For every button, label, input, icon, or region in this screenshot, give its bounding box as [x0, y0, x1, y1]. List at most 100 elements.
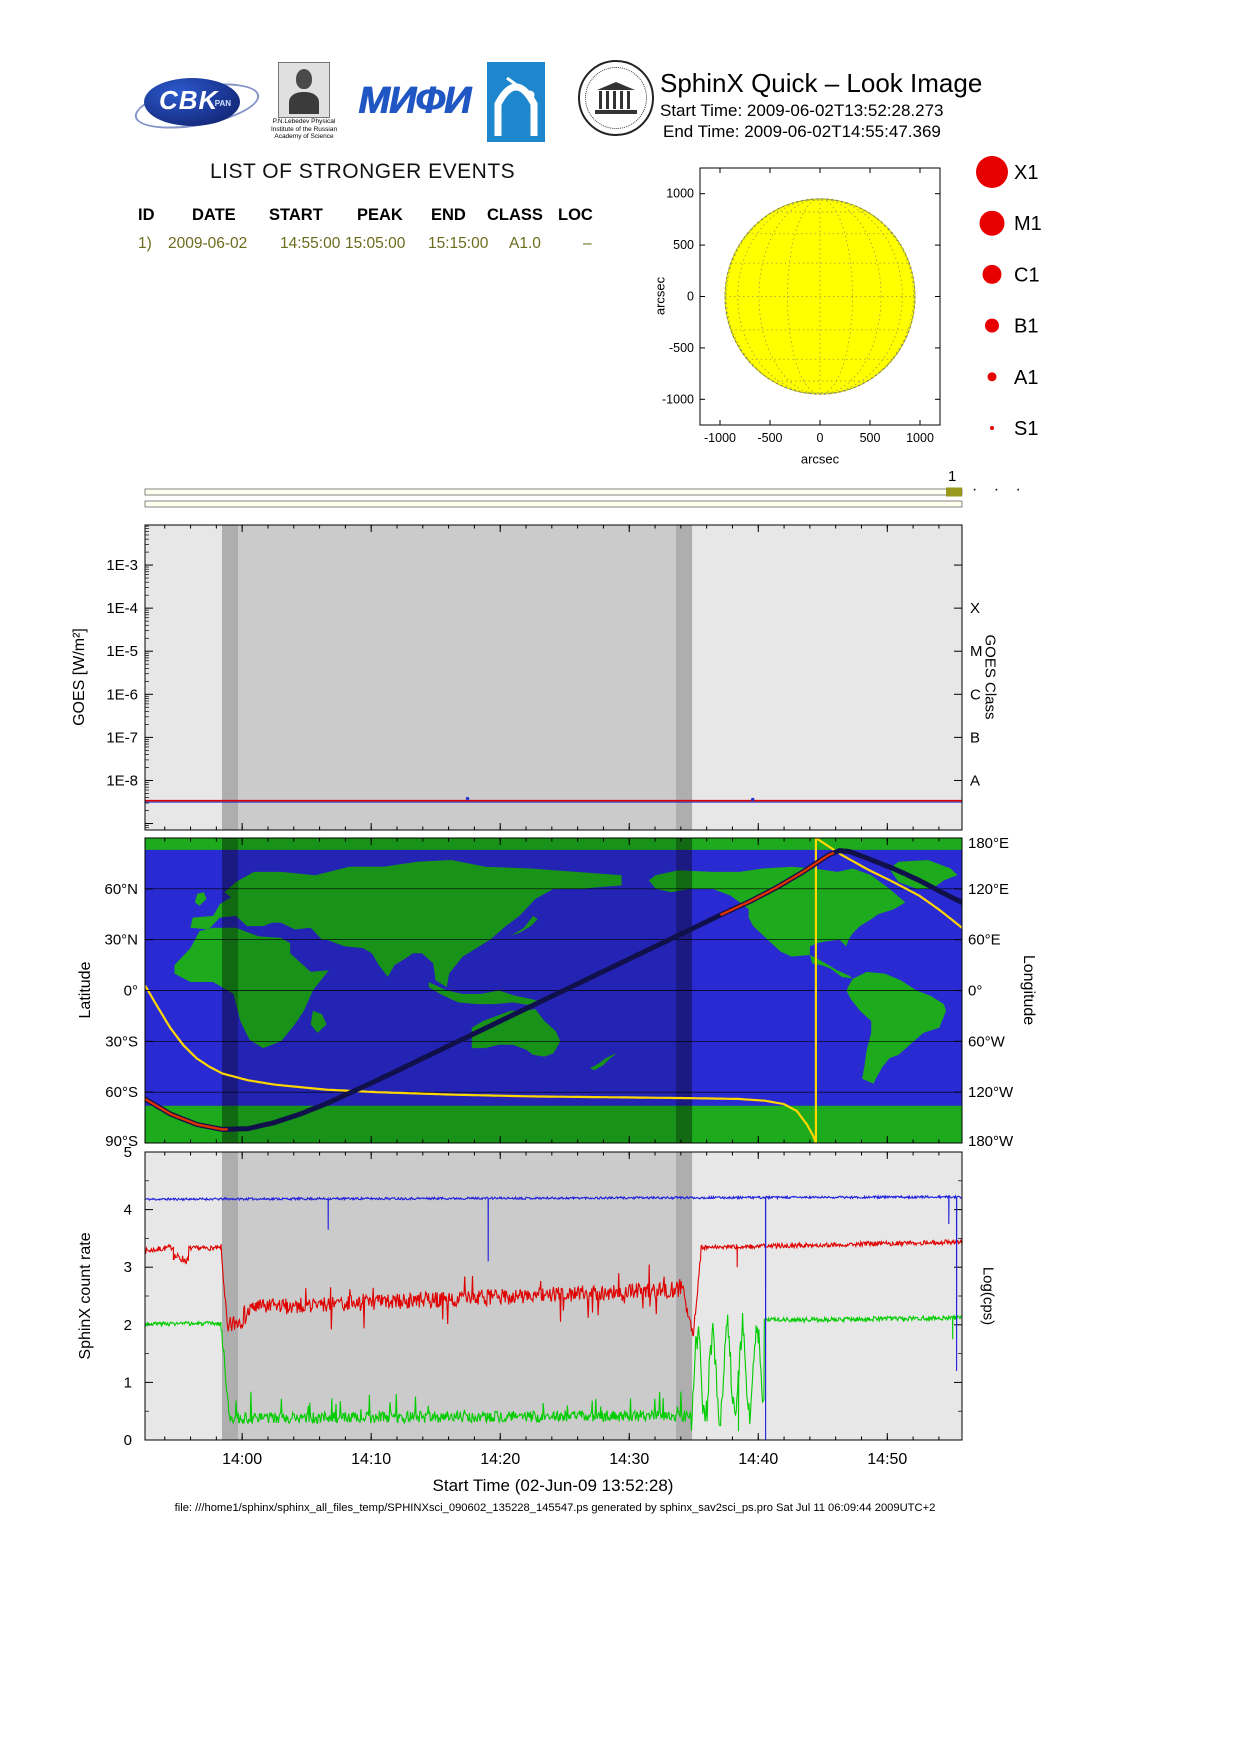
tick-label: 14:30	[609, 1451, 649, 1468]
end-time-text: End Time: 2009-06-02T14:55:47.369	[663, 122, 941, 141]
solar-disk-plot: -1000 -500 0 500 1000 -1000 -500 0 500 1000	[662, 167, 941, 445]
sun-x-axis-label: arcsec	[800, 451, 840, 467]
tick-label: 0	[687, 290, 694, 304]
tick-label: -1000	[704, 431, 736, 445]
arch-comet-icon	[494, 76, 538, 136]
continent-arctic-band	[145, 838, 962, 850]
timeline-ellipsis: · · ·	[972, 481, 1027, 498]
continent-british-isles	[194, 892, 207, 906]
map-content	[145, 838, 962, 1143]
tick-label: 500	[860, 431, 881, 445]
tick-label: 1E-3	[106, 557, 138, 574]
cbk-logo: CBK PAN	[131, 70, 263, 137]
solar-grid	[725, 198, 915, 395]
events-col-id: ID	[138, 206, 155, 224]
flare-size-dot-M1	[979, 210, 1005, 236]
tick-label: 180°W	[968, 1133, 1014, 1150]
count-rate-series-red-channel	[144, 1238, 963, 1337]
tick-label: 120°W	[968, 1084, 1014, 1101]
continent-japan	[508, 915, 538, 937]
start-time-text: Start Time: 2009-06-02T13:52:28.273	[660, 101, 944, 120]
tick-label: 0°	[968, 983, 982, 1000]
tick-label: C1	[1014, 264, 1040, 286]
continent-central-america	[809, 954, 854, 979]
tick-label: -500	[757, 431, 782, 445]
continent-new-zealand	[589, 1053, 617, 1071]
tick-label: A	[970, 772, 980, 789]
timeline-event-marker	[946, 487, 962, 497]
tick-label: B1	[1014, 316, 1038, 338]
event-row-class: A1.0	[509, 235, 541, 252]
seal-inner-ring	[585, 67, 647, 129]
log-cps-axis-label: Log(cps)	[979, 1266, 997, 1326]
tick-label: 1000	[666, 187, 694, 201]
lebedev-caption-line1: P.N.Lebedev Physical	[272, 118, 336, 125]
university-seal-logo	[578, 60, 654, 136]
flare-size-dot-S1	[990, 426, 994, 430]
tick-label: 1E-8	[106, 772, 138, 789]
cbk-logo-text: CBK	[159, 85, 219, 115]
event-row-peak: 15:05:00	[345, 235, 406, 252]
count-rate-axis-label: SphinX count rate	[77, 1232, 94, 1360]
mephi-logo-text: МИФИ	[358, 80, 471, 122]
continent-north-america	[648, 866, 906, 957]
tick-label: 3	[124, 1259, 132, 1276]
tick-label: A1	[1014, 367, 1038, 389]
tick-label: 5	[124, 1144, 132, 1161]
event-row-start: 14:55:00	[280, 235, 341, 252]
lebedev-caption-line2: Institute of the Russian	[270, 125, 338, 133]
tick-label: 90°S	[105, 1133, 138, 1150]
tick-label: 14:40	[738, 1451, 778, 1468]
tick-label: 1E-4	[106, 600, 138, 617]
tick-label: M1	[1014, 213, 1042, 235]
tick-label: 30°S	[105, 1033, 138, 1050]
events-col-start: START	[269, 206, 323, 224]
tick-label: 4	[124, 1202, 132, 1219]
events-col-loc: LOC	[558, 206, 593, 224]
tick-label: 500	[673, 238, 694, 252]
event-timeline-bars	[144, 487, 963, 508]
event-row-id: 1)	[138, 235, 152, 252]
latitude-axis-label: Latitude	[77, 961, 94, 1019]
count-rate-panel: 0 1 2 3 4 5 14:00 14:10 14:20 14:30 14:40 14:50	[124, 1144, 963, 1468]
tick-label: 0	[124, 1432, 132, 1449]
satellite-longitude-curve	[145, 838, 962, 1143]
continent-greenland	[889, 860, 958, 889]
continent-antarctica	[145, 1105, 962, 1143]
lebedev-portrait-icon	[278, 62, 330, 118]
events-col-peak: PEAK	[357, 206, 403, 224]
continent-eurasia	[190, 860, 622, 988]
events-col-end: END	[431, 206, 466, 224]
file-footer-text: file: ///home1/sphinx/sphinx_all_files_t…	[174, 1502, 936, 1514]
tick-label: -1000	[662, 392, 694, 406]
flare-size-dot-C1	[982, 264, 1002, 284]
seal-building-columns	[599, 91, 633, 109]
event-row-loc: –	[583, 235, 592, 252]
event-row-end: 15:15:00	[428, 235, 489, 252]
portrait-head-shape	[296, 69, 312, 89]
lebedev-caption-line3: Academy of Science	[274, 133, 334, 140]
tick-label: 60°E	[968, 932, 1001, 949]
goes-class-axis-label: GOES Class	[981, 634, 999, 720]
tick-label: 14:20	[480, 1451, 520, 1468]
portrait-shoulders-shape	[289, 92, 319, 114]
ground-track-map-panel: 60°N 30°N 0° 30°S 60°S 90°S 180°E 120°E 60°E 0° 60…	[104, 835, 1014, 1150]
count-rate-series-blue-channel	[145, 1194, 962, 1441]
tick-label: 30°N	[104, 932, 138, 949]
event-row-date: 2009-06-02	[168, 235, 248, 252]
goes-y-axis-label: GOES [W/m²]	[71, 628, 88, 726]
tick-label: 1E-6	[106, 686, 138, 703]
sun-y-axis-label: arcsec	[652, 276, 668, 316]
tick-label: 1	[124, 1374, 132, 1391]
tick-label: 60°N	[104, 881, 138, 898]
flare-size-dot-X1	[976, 156, 1008, 188]
page-title: SphinX Quick – Look Image	[660, 68, 983, 98]
arch-comet-logo	[487, 62, 545, 142]
tick-label: 1E-7	[106, 729, 138, 746]
seal-building-base	[595, 110, 637, 114]
tick-label: 0°	[124, 983, 138, 1000]
tick-label: 1E-5	[106, 643, 138, 660]
continent-indonesia	[428, 982, 545, 1006]
